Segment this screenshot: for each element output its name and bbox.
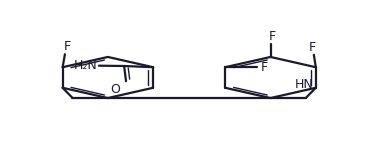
Text: F: F [309,40,316,53]
Text: O: O [110,83,120,96]
Text: HN: HN [295,78,314,91]
Text: H₂N: H₂N [74,59,98,72]
Text: F: F [261,61,268,74]
Text: F: F [269,30,276,43]
Text: F: F [63,40,71,53]
